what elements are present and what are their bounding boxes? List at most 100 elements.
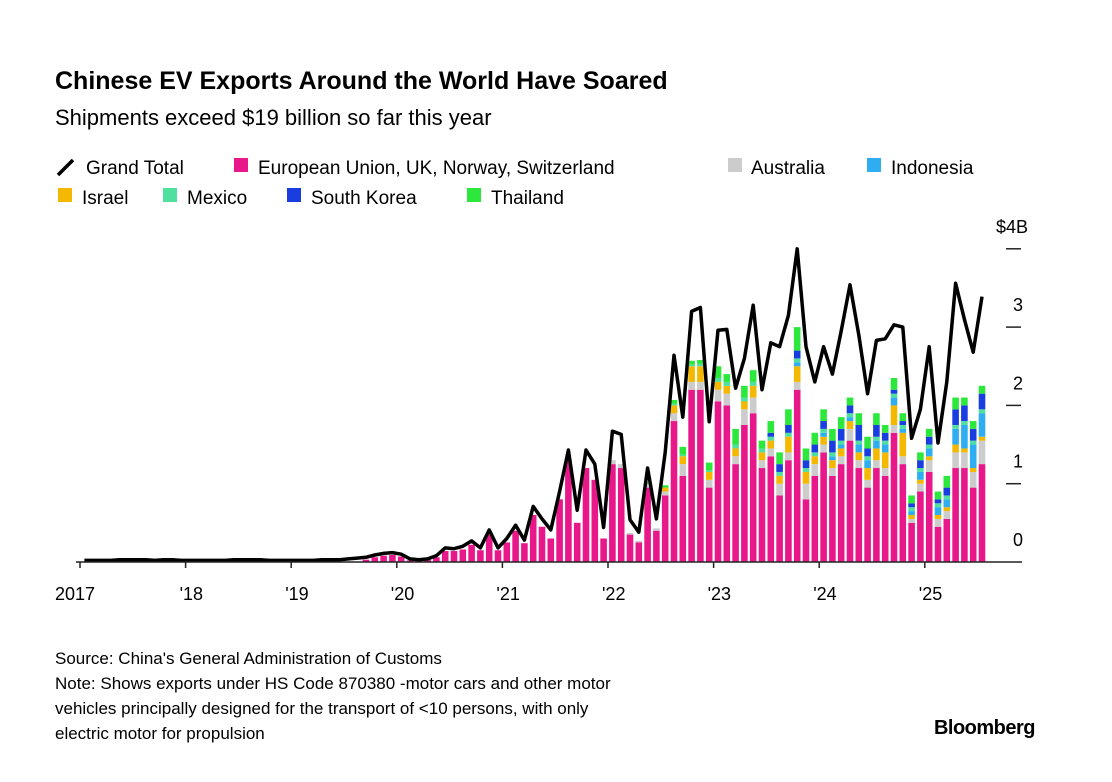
bar-segment-thailand xyxy=(785,409,792,425)
bar-segment-european-union xyxy=(600,538,607,562)
x-tick-label: '24 xyxy=(813,584,836,604)
bar-segment-thailand xyxy=(714,366,722,378)
bar-segment-european-union xyxy=(503,542,511,562)
bar-segment-australia xyxy=(837,456,845,465)
bar-segment-australia xyxy=(785,452,792,461)
legend-item-eu: European Union, UK, Norway, Switzerland xyxy=(234,158,615,179)
bar-segment-australia xyxy=(732,456,739,465)
bar-segment-indonesia xyxy=(952,428,959,445)
bar-segment-indonesia xyxy=(899,428,907,433)
legend-label: Australia xyxy=(751,158,825,179)
bar-segment-south-korea xyxy=(969,428,977,441)
bar-segment-israel xyxy=(925,456,933,461)
bar-segment-thailand xyxy=(670,399,678,404)
bar-segment-israel xyxy=(749,385,757,398)
bar-segment-south-korea xyxy=(925,436,933,445)
note-line-1: Note: Shows exports under HS Code 870380… xyxy=(55,674,611,693)
bar-segment-european-union xyxy=(802,499,810,562)
bar-segment-indonesia xyxy=(934,507,942,516)
bar-segment-european-union xyxy=(459,549,467,562)
bar-segment-indonesia xyxy=(917,471,924,480)
bar-segment-mexico xyxy=(925,444,933,449)
bar-segment-israel xyxy=(670,405,678,414)
bar-segment-european-union xyxy=(873,468,880,562)
bar-segment-mexico xyxy=(846,413,854,418)
bar-segment-indonesia xyxy=(943,499,951,508)
bar-segment-israel xyxy=(820,436,827,445)
bar-segment-israel xyxy=(864,468,871,480)
bar-segment-israel xyxy=(767,440,775,449)
bar-segment-european-union xyxy=(899,464,907,562)
bar-segment-australia xyxy=(609,460,616,465)
bar-segment-israel xyxy=(679,456,687,465)
bar-segment-australia xyxy=(969,471,977,488)
bar-segment-australia xyxy=(873,460,880,469)
bar-segment-thailand xyxy=(943,475,951,488)
bar-segment-european-union xyxy=(837,464,845,562)
bar-segment-australia xyxy=(670,413,678,422)
bar-segment-israel xyxy=(793,366,801,382)
bar-segment-mexico xyxy=(758,448,766,453)
bar-segment-israel xyxy=(758,452,766,461)
bar-segment-european-union xyxy=(793,389,801,562)
bar-segment-indonesia xyxy=(829,456,836,461)
bar-segment-thailand xyxy=(837,417,845,429)
bar-segment-european-union xyxy=(705,487,713,562)
bar-segment-thailand xyxy=(934,491,942,500)
bar-segment-european-union xyxy=(732,464,739,562)
bar-segment-european-union xyxy=(934,526,942,562)
bar-segment-australia xyxy=(820,444,827,453)
bar-segment-mexico xyxy=(802,468,810,472)
bar-segment-australia xyxy=(714,389,722,402)
bar-segment-south-korea xyxy=(846,405,854,414)
bar-segment-indonesia xyxy=(846,417,854,422)
legend-label: Israel xyxy=(82,188,128,209)
bar-segment-european-union xyxy=(441,551,449,562)
bar-segment-israel xyxy=(873,448,880,461)
bar-segment-european-union xyxy=(521,543,528,562)
bar-segment-european-union xyxy=(485,534,493,562)
bar-segment-mexico xyxy=(767,436,775,441)
bar-segment-israel xyxy=(741,401,748,410)
bar-segment-thailand xyxy=(767,421,775,433)
bar-segment-indonesia xyxy=(873,440,880,449)
bar-segment-thailand xyxy=(793,327,801,351)
bar-segment-mexico xyxy=(873,436,880,441)
bar-segment-south-korea xyxy=(820,421,827,429)
bar-segment-thailand xyxy=(969,421,977,429)
bar-segment-australia xyxy=(776,483,783,496)
bar-segment-australia xyxy=(653,528,660,531)
bar-segment-thailand xyxy=(908,495,915,504)
bar-segment-european-union xyxy=(591,479,599,562)
bar-segment-indonesia xyxy=(837,444,845,449)
y-tick-label: $4B xyxy=(996,217,1028,237)
bar-segment-south-korea xyxy=(917,460,924,469)
bar-segment-european-union xyxy=(855,468,863,562)
bar-segment-israel xyxy=(961,448,968,453)
bar-segment-south-korea xyxy=(837,428,845,441)
bar-segment-israel xyxy=(776,475,783,484)
bar-segment-australia xyxy=(635,540,643,543)
bar-segment-mexico xyxy=(908,507,915,512)
bar-segment-mexico xyxy=(934,503,942,508)
bar-segment-australia xyxy=(925,460,933,472)
bar-segment-australia xyxy=(617,464,625,469)
bar-segment-european-union xyxy=(547,538,555,562)
bar-segment-european-union xyxy=(380,555,387,562)
bar-segment-european-union xyxy=(389,554,396,562)
bar-segment-european-union xyxy=(406,560,414,562)
bar-segment-israel xyxy=(855,452,863,461)
chart-title: Chinese EV Exports Around the World Have… xyxy=(55,67,668,95)
bar-segment-european-union xyxy=(952,468,959,562)
legend-item-indonesia: Indonesia xyxy=(867,158,974,179)
bar-segment-mexico xyxy=(855,440,863,445)
y-tick-label: 1 xyxy=(1013,452,1023,472)
bar-segment-thailand xyxy=(820,409,827,422)
bar-segment-thailand xyxy=(899,413,907,422)
bar-segment-israel xyxy=(908,515,915,519)
bar-segment-south-korea xyxy=(943,487,951,496)
bar-segment-south-korea xyxy=(864,448,871,457)
bar-segment-mexico xyxy=(723,381,731,386)
bar-segment-thailand xyxy=(881,424,889,433)
